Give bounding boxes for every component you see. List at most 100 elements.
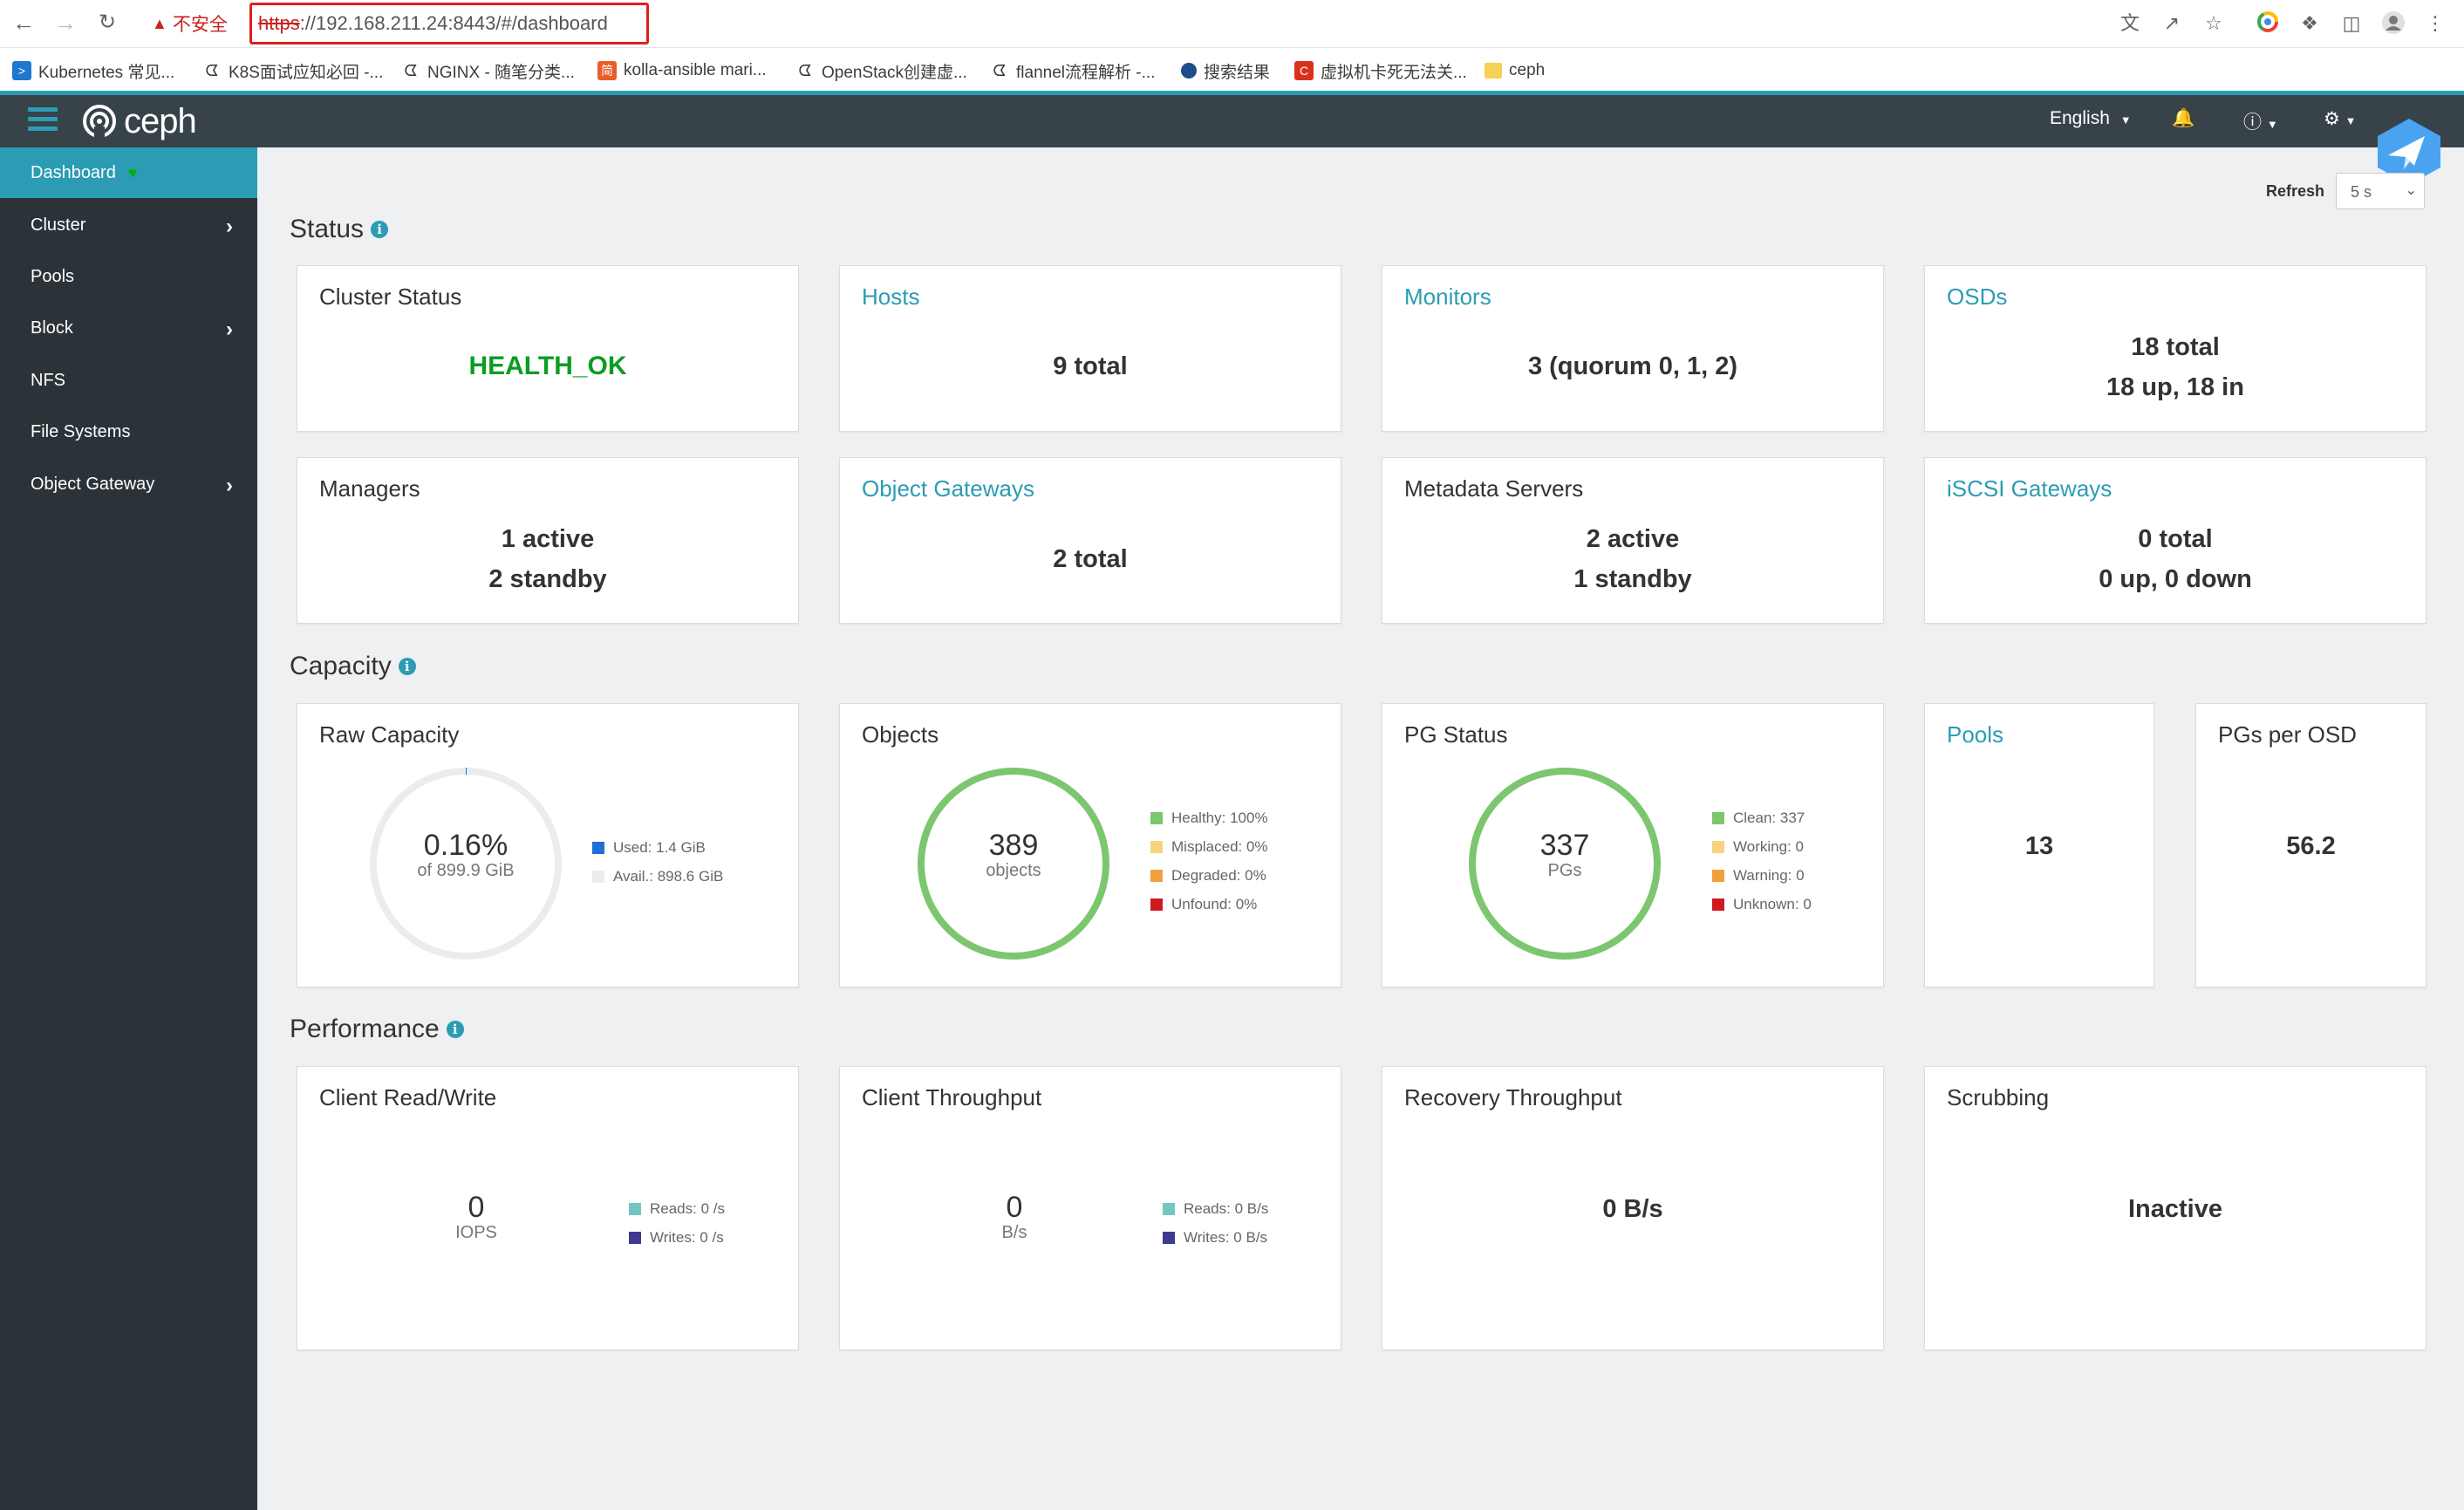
globe-icon [1181, 63, 1197, 79]
legend-label: Clean: 337 [1733, 809, 1805, 826]
osds-link[interactable]: OSDs [1947, 284, 2008, 310]
card-hosts: Hosts 9 total [839, 265, 1341, 432]
ceph-logo[interactable]: ceph [82, 101, 197, 140]
pools-link[interactable]: Pools [1947, 721, 2004, 748]
settings-gear-icon[interactable]: ⚙ ▼ [2324, 109, 2357, 129]
language-dropdown[interactable]: English ▼ [2050, 108, 2132, 129]
hamburger-menu-icon[interactable] [28, 107, 58, 133]
sidebar-item-block[interactable]: Block › [0, 303, 257, 353]
card-title: Managers [319, 475, 420, 502]
legend-item: Reads: 0 B/s [1163, 1194, 1268, 1223]
hosts-link[interactable]: Hosts [862, 284, 920, 310]
legend-swatch [1150, 811, 1163, 824]
pg-status-donut [1469, 768, 1661, 960]
bookmark-star-icon[interactable]: ☆ [2205, 12, 2222, 34]
bookmark-item[interactable]: ᗧ K8S面试应知必回 -... [202, 58, 384, 83]
client-rw-iops-value: 0 [468, 1191, 485, 1224]
legend-swatch [1712, 811, 1724, 824]
monitors-link[interactable]: Monitors [1404, 284, 1491, 310]
warning-icon: ▲ [152, 14, 167, 32]
managers-active: 1 active [501, 525, 595, 553]
bookmark-item[interactable]: ᗧ NGINX - 随笔分类... [401, 58, 575, 83]
sidebar: Dashboard ♥ Cluster › Pools Block › NFS … [0, 147, 257, 1510]
sidebar-item-file-systems[interactable]: File Systems [0, 407, 257, 457]
caret-down-icon: ▼ [2119, 113, 2132, 126]
pg-count: 337 [1539, 829, 1590, 862]
forward-icon[interactable]: → [54, 10, 77, 36]
legend-item: Reads: 0 /s [629, 1194, 725, 1223]
reload-icon[interactable]: ↻ [98, 10, 117, 34]
bookmark-item[interactable]: 简 kolla-ansible mari... [597, 58, 767, 83]
legend-swatch [629, 1231, 641, 1244]
info-icon[interactable]: i [398, 658, 416, 675]
card-title: Cluster Status [319, 284, 462, 310]
chevron-right-icon: › [226, 318, 233, 341]
bookmark-item[interactable]: 搜索结果 [1181, 58, 1270, 83]
sidebar-item-dashboard[interactable]: Dashboard ♥ [0, 147, 257, 198]
notifications-bell-icon[interactable]: 🔔 [2172, 108, 2195, 128]
section-heading: Capacity [290, 652, 392, 680]
card-title: PGs per OSD [2218, 721, 2357, 748]
translate-icon[interactable]: 文 [2119, 12, 2140, 34]
extension-colorful-icon[interactable] [2256, 11, 2280, 36]
legend-swatch [592, 870, 604, 883]
back-icon[interactable]: ← [12, 10, 35, 36]
sidebar-item-object-gateway[interactable]: Object Gateway › [0, 459, 257, 509]
client-rw-center: 0 IOPS [398, 1191, 555, 1243]
info-icon[interactable]: i [371, 221, 389, 238]
card-title: Client Throughput [862, 1084, 1042, 1110]
iscsi-gateways-link[interactable]: iSCSI Gateways [1947, 475, 2112, 502]
sidebar-item-label: Block [31, 318, 73, 338]
info-icon[interactable]: i [446, 1021, 464, 1038]
legend-label: Reads: 0 B/s [1184, 1199, 1269, 1217]
raw-capacity-percent: 0.16% [423, 829, 508, 862]
bookmark-item[interactable]: ᗧ flannel流程解析 -... [990, 58, 1156, 83]
sidebar-item-nfs[interactable]: NFS [0, 355, 257, 406]
legend-item: Used: 1.4 GiB [592, 833, 723, 862]
ceph-logo-text: ceph [124, 101, 197, 140]
object-gateways-link[interactable]: Object Gateways [862, 475, 1034, 502]
legend-item: Warning: 0 [1712, 861, 1812, 890]
legend-swatch [592, 841, 604, 854]
donut-used-arc [370, 768, 562, 960]
profile-icon[interactable] [2381, 11, 2406, 36]
legend-label: Misplaced: 0% [1171, 837, 1268, 855]
sidebar-item-pools[interactable]: Pools [0, 251, 257, 302]
managers-standby: 2 standby [488, 565, 607, 593]
side-panel-icon[interactable]: ◫ [2342, 12, 2361, 34]
legend-swatch [629, 1202, 641, 1215]
bookmark-item[interactable]: ᗧ OpenStack创建虚... [795, 58, 967, 83]
browser-address-bar: ← → ↻ ▲ 不安全 https://192.168.211.24:8443/… [0, 0, 2464, 48]
card-recovery-throughput: Recovery Throughput 0 B/s [1382, 1066, 1884, 1350]
objects-legend: Healthy: 100% Misplaced: 0% Degraded: 0%… [1150, 803, 1268, 919]
extensions-puzzle-icon[interactable]: ❖ [2301, 12, 2318, 34]
client-throughput-center: 0 B/s [936, 1191, 1093, 1243]
legend-label: Degraded: 0% [1171, 866, 1266, 884]
status-section-title: Status i [290, 215, 389, 244]
object-gateways-value: 2 total [1053, 545, 1128, 573]
jianshu-icon: 简 [597, 61, 617, 80]
menu-dots-icon[interactable]: ⋮ [2426, 12, 2445, 34]
bookmark-item[interactable]: > Kubernetes 常见... [12, 58, 174, 83]
insecure-warning[interactable]: ▲ 不安全 [152, 10, 228, 37]
share-icon[interactable]: ↗ [2163, 12, 2181, 34]
card-title: PG Status [1404, 721, 1508, 748]
help-icon[interactable]: ⓘ ▼ [2243, 113, 2278, 133]
card-client-read-write: Client Read/Write 0 IOPS Reads: 0 /s Wri… [297, 1066, 799, 1350]
card-pools: Pools 13 [1924, 703, 2154, 987]
refresh-interval-select[interactable]: 5 s ⌄ [2336, 173, 2425, 209]
card-title: Raw Capacity [319, 721, 460, 748]
client-throughput-legend: Reads: 0 B/s Writes: 0 B/s [1163, 1194, 1268, 1252]
card-pgs-per-osd: PGs per OSD 56.2 [2195, 703, 2426, 987]
bookmark-item[interactable]: ceph [1485, 58, 1545, 83]
iscsi-total: 0 total [2138, 525, 2213, 553]
legend-swatch [1150, 898, 1163, 911]
donut-clean-arc [1469, 768, 1661, 960]
bookmark-item[interactable]: C 虚拟机卡死无法关... [1294, 58, 1467, 83]
legend-label: Writes: 0 B/s [1184, 1228, 1268, 1246]
sidebar-item-cluster[interactable]: Cluster › [0, 200, 257, 250]
floating-assistant-icon[interactable] [2374, 117, 2444, 187]
url-field[interactable]: https://192.168.211.24:8443/#/dashboard [258, 12, 608, 35]
legend-swatch [1712, 869, 1724, 882]
recovery-throughput-value: 0 B/s [1602, 1195, 1663, 1223]
